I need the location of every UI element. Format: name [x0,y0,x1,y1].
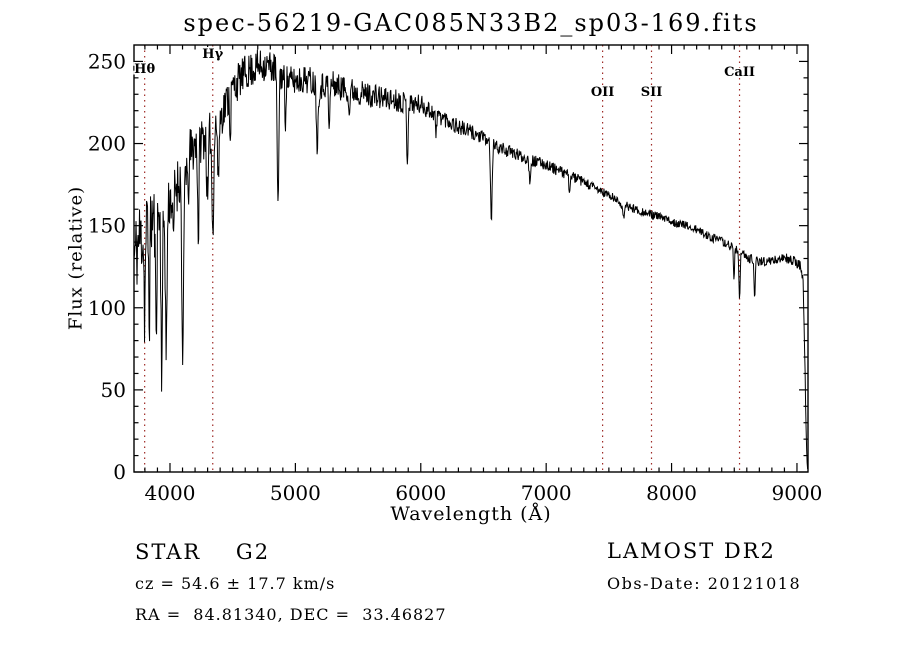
y-axis-label: Flux (relative) [65,185,87,331]
y-tick-label: 100 [88,296,126,320]
x-axis-label: Wavelength (Å) [390,503,552,525]
feature-label: Hγ [202,47,223,62]
x-tick-label: 5000 [270,481,321,505]
y-tick-label: 50 [101,378,126,402]
object-class-label: STAR G2 [135,540,271,564]
feature-label: Hθ [134,62,155,77]
obs-date-label: Obs-Date: 20121018 [607,574,802,593]
x-tick-label: 6000 [395,481,446,505]
axes-frame [133,44,809,473]
x-tick-label: 9000 [772,481,823,505]
feature-label: OII [591,85,615,100]
y-tick-label: 200 [88,132,126,156]
plot-title: spec-56219-GAC085N33B2_sp03-169.fits [183,9,759,37]
feature-label: SII [641,85,663,100]
feature-label: CaII [724,65,755,80]
spectrum-flux-line [133,49,809,470]
y-tick-label: 150 [88,214,126,238]
x-tick-label: 8000 [646,481,697,505]
survey-release-label: LAMOST DR2 [607,539,776,563]
ra-dec-label: RA = 84.81340, DEC = 33.46827 [135,605,447,624]
y-tick-label: 0 [113,460,126,484]
x-tick-label: 4000 [145,481,196,505]
cz-velocity-label: cz = 54.6 ± 17.7 km/s [135,574,336,593]
y-tick-label: 250 [88,49,126,73]
x-tick-label: 7000 [521,481,572,505]
